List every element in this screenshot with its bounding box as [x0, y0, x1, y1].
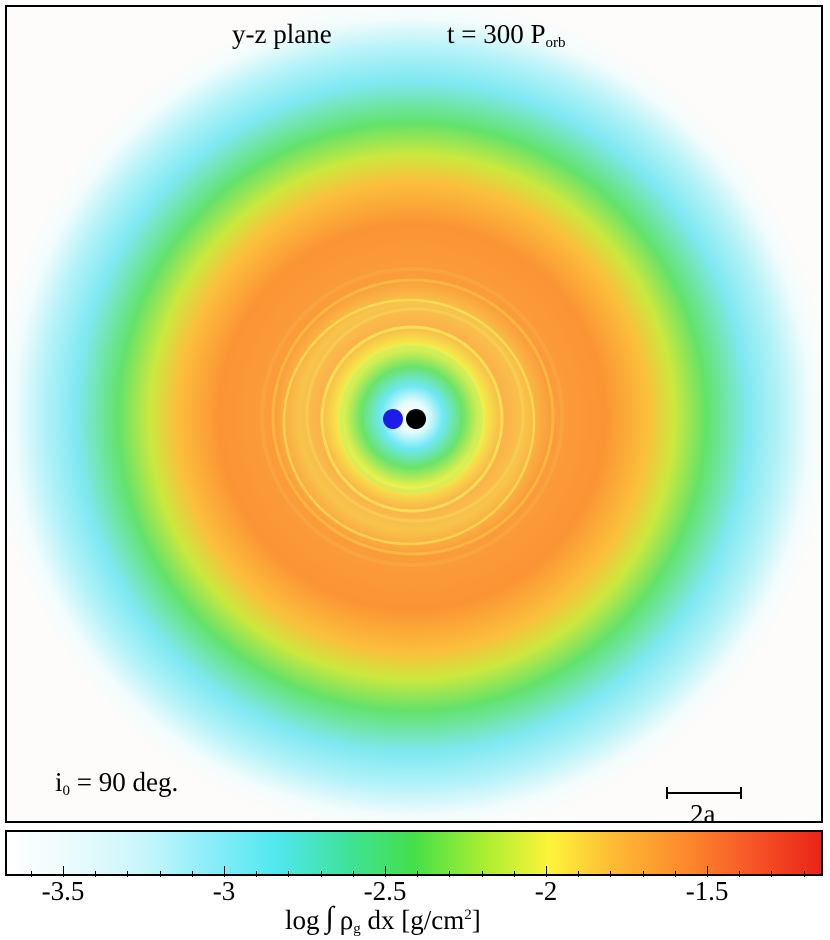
colorbar-minor-tick — [159, 871, 161, 877]
colorbar-minor-tick — [610, 871, 612, 877]
colorbar-minor-tick — [739, 871, 741, 877]
colorbar-minor-tick — [481, 871, 483, 877]
colorbar-title: log ∫ ρg dx [g/cm2] — [285, 901, 481, 937]
colorbar-minor-tick — [127, 871, 129, 877]
density-map-panel: y-z plane t = 300 Porb i0 = 90 deg. 2a — [5, 5, 823, 823]
colorbar-minor-tick — [417, 871, 419, 877]
colorbar-minor-tick — [95, 871, 97, 877]
blue-star — [383, 409, 403, 429]
colorbar-minor-tick — [256, 871, 258, 877]
colorbar-gradient — [7, 832, 821, 874]
colorbar-major-tick — [223, 866, 225, 877]
scale-bar — [666, 787, 742, 799]
colorbar-minor-tick — [449, 871, 451, 877]
colorbar-tick-label: -1.5 — [685, 876, 729, 906]
disk-density-image — [7, 7, 821, 821]
scale-bar-label: 2a — [690, 799, 716, 823]
colorbar-minor-tick — [771, 871, 773, 877]
spiral-ring-features — [260, 267, 564, 567]
time-label: t = 300 Porb — [447, 19, 566, 51]
colorbar-major-tick — [62, 866, 64, 877]
colorbar-minor-tick — [513, 871, 515, 877]
colorbar — [5, 830, 823, 876]
inclination-label: i0 = 90 deg. — [55, 767, 179, 799]
colorbar-tick-label: -3.5 — [41, 876, 85, 906]
colorbar-minor-tick — [352, 871, 354, 877]
colorbar-tick-label: -3 — [212, 876, 236, 906]
colorbar-minor-tick — [288, 871, 290, 877]
colorbar-minor-tick — [191, 871, 193, 877]
colorbar-minor-tick — [30, 871, 32, 877]
colorbar-ticks — [5, 865, 823, 877]
colorbar-minor-tick — [578, 871, 580, 877]
colorbar-minor-tick — [674, 871, 676, 877]
colorbar-tick-label: -2.5 — [363, 876, 407, 906]
colorbar-major-tick — [707, 866, 709, 877]
colorbar-minor-tick — [803, 871, 805, 877]
colorbar-major-tick — [385, 866, 387, 877]
colorbar-minor-tick — [320, 871, 322, 877]
plane-label: y-z plane — [232, 19, 332, 49]
colorbar-major-tick — [546, 866, 548, 877]
colorbar-minor-tick — [642, 871, 644, 877]
black-star — [406, 409, 426, 429]
colorbar-tick-label: -2 — [534, 876, 558, 906]
